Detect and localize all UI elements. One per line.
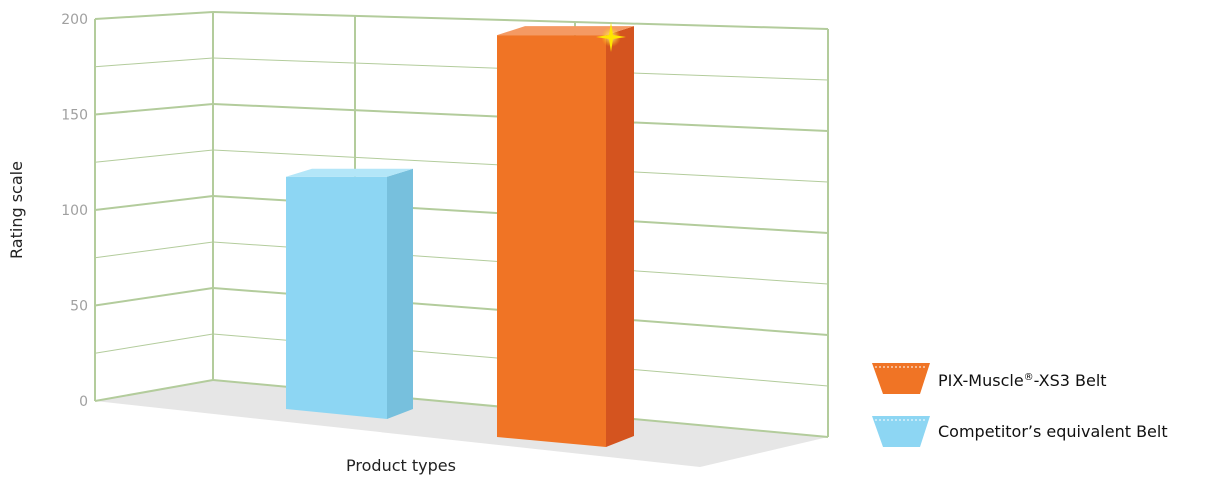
y-axis-label: Rating scale: [7, 161, 26, 259]
grid-major: [212, 11, 829, 30]
y-tick-label: 200: [61, 12, 88, 28]
grid-major: [94, 287, 214, 307]
grid-minor: [94, 241, 214, 259]
grid-major: [94, 11, 214, 20]
legend-item-competitor: Competitor’s equivalent Belt: [872, 416, 1168, 447]
legend-swatch-pix-muscle: [872, 363, 930, 394]
bar-top: [286, 168, 413, 177]
legend-label-pix-muscle: PIX-Muscle®-XS3 Belt: [938, 371, 1107, 390]
legend: PIX-Muscle®-XS3 Belt Competitor’s equiva…: [872, 363, 1168, 447]
y-tick-label: 0: [79, 394, 88, 410]
bar-top: [497, 26, 634, 36]
chart-floor: [95, 380, 828, 467]
legend-label-competitor: Competitor’s equivalent Belt: [938, 422, 1168, 441]
x-axis-label: Product types: [346, 456, 456, 475]
bar-competitor: [286, 168, 413, 419]
bar-side: [387, 168, 413, 419]
grid-minor: [94, 57, 214, 68]
legend-item-pix-muscle: PIX-Muscle®-XS3 Belt: [872, 363, 1107, 394]
grid-minor: [94, 149, 214, 163]
bar-front: [497, 35, 606, 447]
bar-front: [286, 176, 387, 419]
grid-major: [94, 195, 214, 211]
sparkle-icon: [596, 22, 626, 52]
y-tick-label: 150: [61, 108, 88, 124]
bar-side: [606, 26, 634, 447]
bar-pix-muscle: [497, 26, 634, 447]
legend-swatch-competitor: [872, 416, 930, 447]
grid-minor: [94, 333, 214, 354]
grid-major: [94, 103, 214, 116]
y-tick-label: 100: [61, 203, 88, 219]
grid-major: [94, 379, 214, 402]
y-tick-label: 50: [70, 299, 88, 315]
